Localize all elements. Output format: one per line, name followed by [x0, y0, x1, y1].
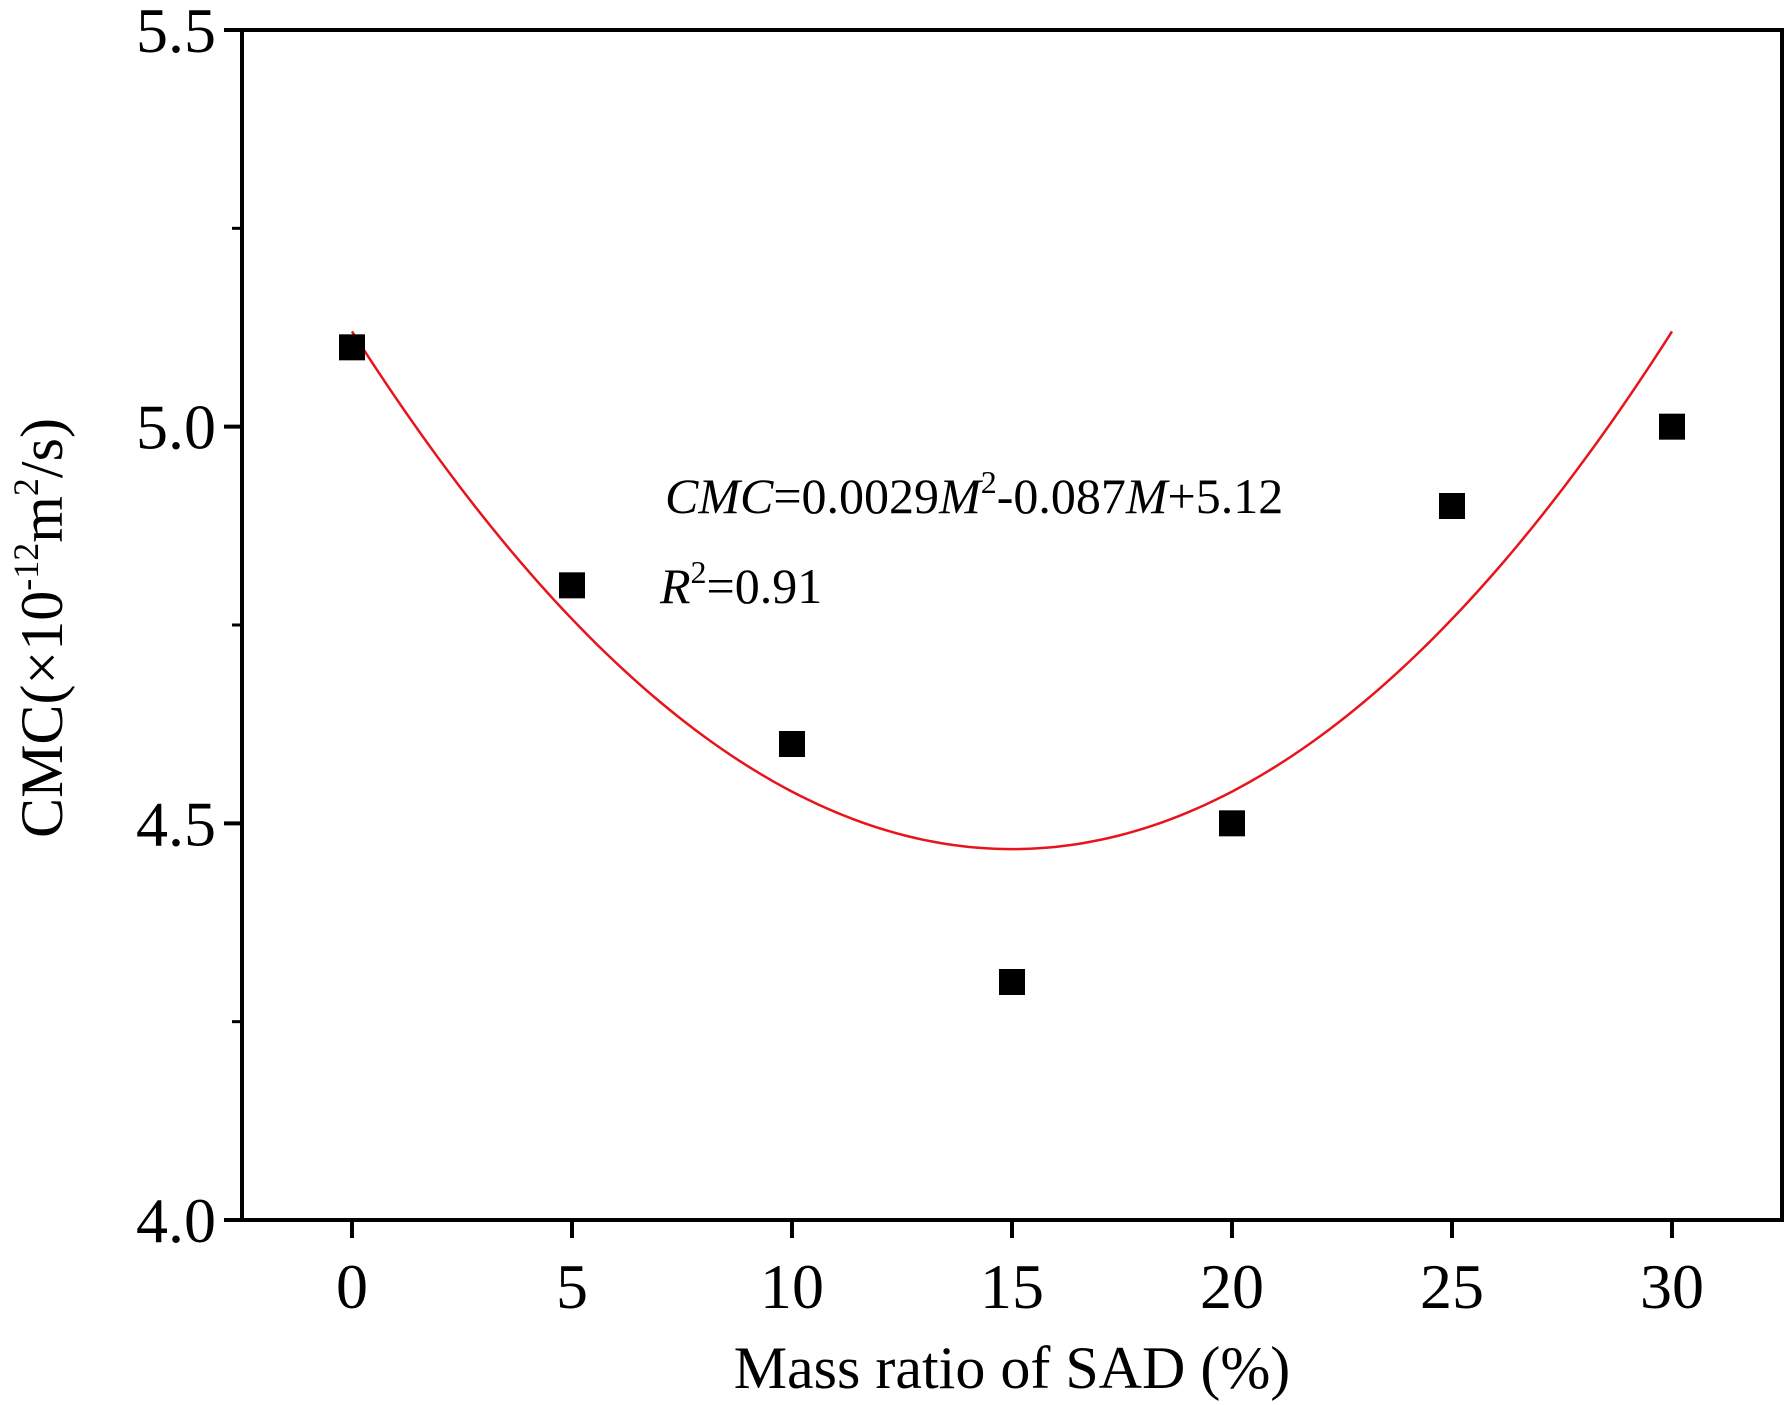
x-tick-label: 5 [556, 1251, 588, 1322]
data-point [1659, 413, 1685, 440]
x-tick-label: 10 [760, 1251, 824, 1322]
r-squared-annotation: R2=0.91 [659, 554, 822, 614]
x-tick-label: 0 [336, 1251, 368, 1322]
y-tick-label: 5.5 [136, 0, 216, 66]
fit-curve-layer [350, 330, 1674, 851]
x-axis-ticks: 0 5 10 15 20 25 30 [336, 1220, 1704, 1322]
x-tick-label: 30 [1640, 1251, 1704, 1322]
equation-annotation: CMC=0.0029M2-0.087M+5.12 [665, 464, 1283, 524]
data-points [339, 334, 1685, 995]
x-tick-label: 25 [1420, 1251, 1484, 1322]
y-tick-label: 4.5 [136, 788, 216, 859]
data-point [339, 334, 365, 361]
y-axis-title: CMC(×10-12m2/s) [6, 418, 75, 838]
fit-curve [350, 330, 1674, 851]
data-point [1219, 810, 1245, 837]
x-tick-label: 15 [980, 1251, 1044, 1322]
plot-frame [240, 28, 1784, 1222]
x-axis-title: Mass ratio of SAD (%) [734, 1335, 1291, 1401]
y-tick-label: 4.0 [136, 1185, 216, 1256]
x-tick-label: 20 [1200, 1251, 1264, 1322]
data-point [779, 731, 805, 757]
y-axis-ticks: 4.0 4.5 5.0 5.5 [136, 0, 242, 1256]
data-point [999, 969, 1025, 995]
y-tick-label: 5.0 [136, 392, 216, 463]
data-point [559, 572, 585, 599]
data-point [1439, 493, 1465, 519]
